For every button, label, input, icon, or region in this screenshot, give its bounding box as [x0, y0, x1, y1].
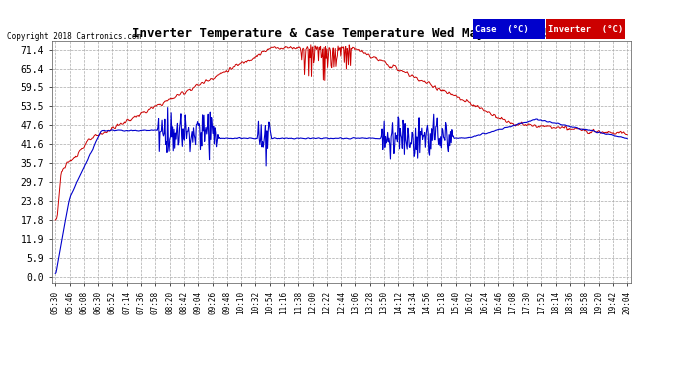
- Text: Inverter  (°C): Inverter (°C): [548, 25, 623, 34]
- Text: Case  (°C): Case (°C): [475, 25, 529, 34]
- Title: Inverter Temperature & Case Temperature Wed May 23 20:15: Inverter Temperature & Case Temperature …: [132, 27, 551, 40]
- Text: Copyright 2018 Cartronics.com: Copyright 2018 Cartronics.com: [7, 32, 141, 41]
